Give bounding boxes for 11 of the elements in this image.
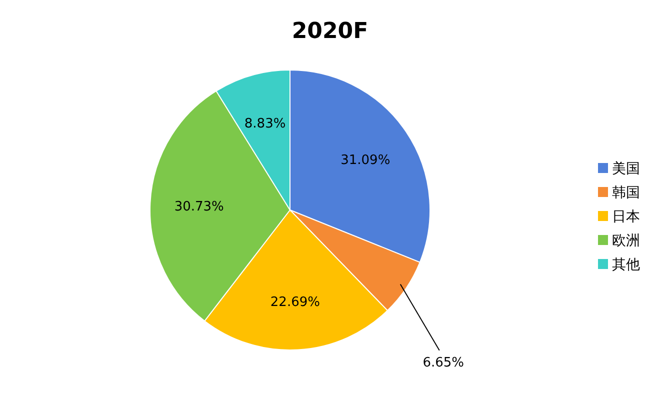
legend-label: 美国: [612, 161, 640, 177]
data-label: 31.09%: [340, 153, 390, 168]
chart-title: 2020F: [292, 19, 368, 44]
data-label: 30.73%: [174, 199, 224, 214]
legend-label: 韩国: [612, 185, 640, 201]
data-label: 6.65%: [422, 355, 464, 370]
data-label: 8.83%: [244, 116, 286, 132]
legend-label: 日本: [612, 209, 640, 225]
legend-label: 其他: [612, 257, 640, 273]
legend-label: 欧洲: [612, 233, 640, 249]
data-label: 22.69%: [270, 294, 320, 310]
